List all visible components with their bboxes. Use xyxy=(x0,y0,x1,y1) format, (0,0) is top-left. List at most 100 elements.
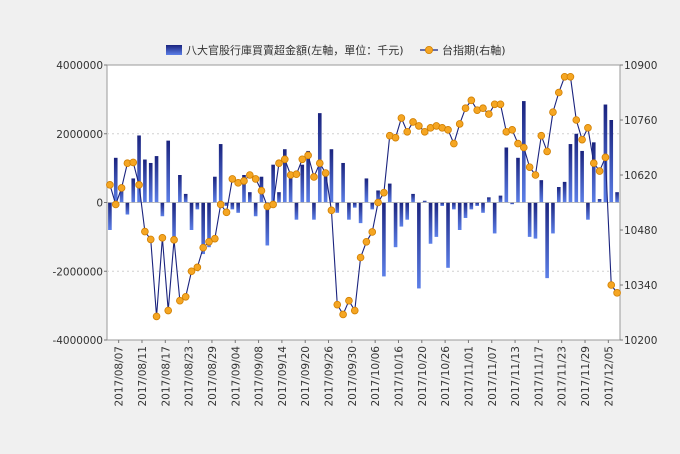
bar xyxy=(556,187,561,203)
line-point xyxy=(240,177,248,185)
legend-bar-label: 八大官股行庫買賣超金額(左軸，單位：千元) xyxy=(186,43,404,57)
line-point xyxy=(327,206,336,215)
line-point xyxy=(158,234,167,242)
line-point xyxy=(339,310,347,319)
bar xyxy=(277,192,281,203)
line-point xyxy=(467,96,476,105)
line-point xyxy=(152,312,161,321)
bar xyxy=(522,101,526,203)
x-tick-label: 2017/10/06 xyxy=(370,346,382,407)
bar xyxy=(347,202,351,220)
x-tick-label: 2017/08/07 xyxy=(114,346,126,407)
right-axis: 10900 10760 10620 10480 10340 10200 xyxy=(620,60,657,347)
left-axis: 4000000 2000000 0 -2000000 -4000000 xyxy=(52,60,107,347)
right-tick-label: 10900 xyxy=(624,60,657,72)
x-tick-label: 2017/08/23 xyxy=(184,346,196,407)
bar xyxy=(591,142,596,203)
x-tick-label: 2017/10/20 xyxy=(417,346,429,407)
bar xyxy=(492,202,497,234)
bar xyxy=(364,178,369,203)
legend-bar-swatch xyxy=(166,45,182,55)
line-point xyxy=(554,88,563,97)
line-point xyxy=(269,200,277,209)
bar xyxy=(504,147,509,203)
x-tick-label: 2017/09/04 xyxy=(230,346,242,407)
bar xyxy=(597,199,602,203)
line-point xyxy=(246,171,254,179)
bar xyxy=(300,164,305,203)
left-tick-label: 2000000 xyxy=(56,129,103,141)
x-tick-label: 2017/09/26 xyxy=(324,346,336,407)
line-point xyxy=(216,200,225,209)
bar xyxy=(539,180,544,203)
line-point xyxy=(420,127,429,136)
bar xyxy=(294,202,299,220)
line-point xyxy=(607,281,616,289)
bar xyxy=(265,202,270,246)
left-tick-label: -2000000 xyxy=(52,266,103,278)
x-tick-label: 2017/11/29 xyxy=(580,346,592,407)
bar xyxy=(417,202,421,289)
bar xyxy=(428,202,433,244)
bar xyxy=(533,202,538,239)
bar xyxy=(148,162,153,203)
line-point xyxy=(333,300,342,309)
bar xyxy=(457,202,462,230)
line-point xyxy=(450,139,458,148)
line-point xyxy=(578,135,586,144)
line-point xyxy=(106,181,114,189)
right-tick-label: 10760 xyxy=(624,115,657,127)
line-point xyxy=(187,267,196,276)
bar xyxy=(189,202,194,230)
line-point xyxy=(275,159,283,168)
x-tick-label: 2017/12/05 xyxy=(603,346,615,407)
line-point xyxy=(479,104,487,113)
line-point xyxy=(350,306,359,315)
legend[interactable]: 八大官股行庫買賣超金額(左軸，單位：千元) 台指期(右軸) xyxy=(166,43,506,57)
x-tick-label: 2017/11/23 xyxy=(557,346,569,407)
line-point xyxy=(257,186,266,195)
line-point xyxy=(129,158,138,167)
line-point xyxy=(415,122,423,130)
line-point xyxy=(298,155,307,164)
line-point xyxy=(176,296,184,305)
x-tick-label: 2017/08/17 xyxy=(160,346,172,407)
bar xyxy=(329,149,334,203)
line-point xyxy=(193,263,202,272)
bar xyxy=(172,202,176,241)
bar xyxy=(218,144,223,203)
line-point xyxy=(211,234,219,243)
bar xyxy=(399,202,404,227)
left-tick-label: 0 xyxy=(96,198,103,210)
line-point xyxy=(485,110,493,118)
x-axis: 2017/08/07 2017/08/11 2017/08/17 2017/08/23… xyxy=(114,340,615,407)
line-point xyxy=(520,143,528,152)
line-point xyxy=(595,167,604,175)
bar xyxy=(108,202,112,230)
bar xyxy=(119,185,124,203)
bar xyxy=(358,202,363,224)
bar xyxy=(405,202,410,220)
bar xyxy=(551,202,555,234)
bar xyxy=(376,190,380,203)
line-point xyxy=(310,173,318,181)
bar xyxy=(312,202,316,220)
bar xyxy=(178,175,182,203)
bar xyxy=(574,133,579,203)
line-point xyxy=(164,306,173,315)
bar xyxy=(213,176,217,203)
line-point xyxy=(496,100,505,109)
line-point xyxy=(362,237,371,246)
bar xyxy=(207,202,211,248)
line-point xyxy=(572,116,581,124)
line-point xyxy=(199,243,207,252)
line-point xyxy=(321,169,330,177)
bar xyxy=(510,202,514,205)
line-markers xyxy=(106,72,621,321)
bar xyxy=(201,202,205,255)
line-point xyxy=(222,208,231,217)
bar xyxy=(183,193,188,203)
line-point xyxy=(345,296,353,305)
right-tick-label: 10340 xyxy=(624,280,657,292)
bar xyxy=(137,135,141,203)
